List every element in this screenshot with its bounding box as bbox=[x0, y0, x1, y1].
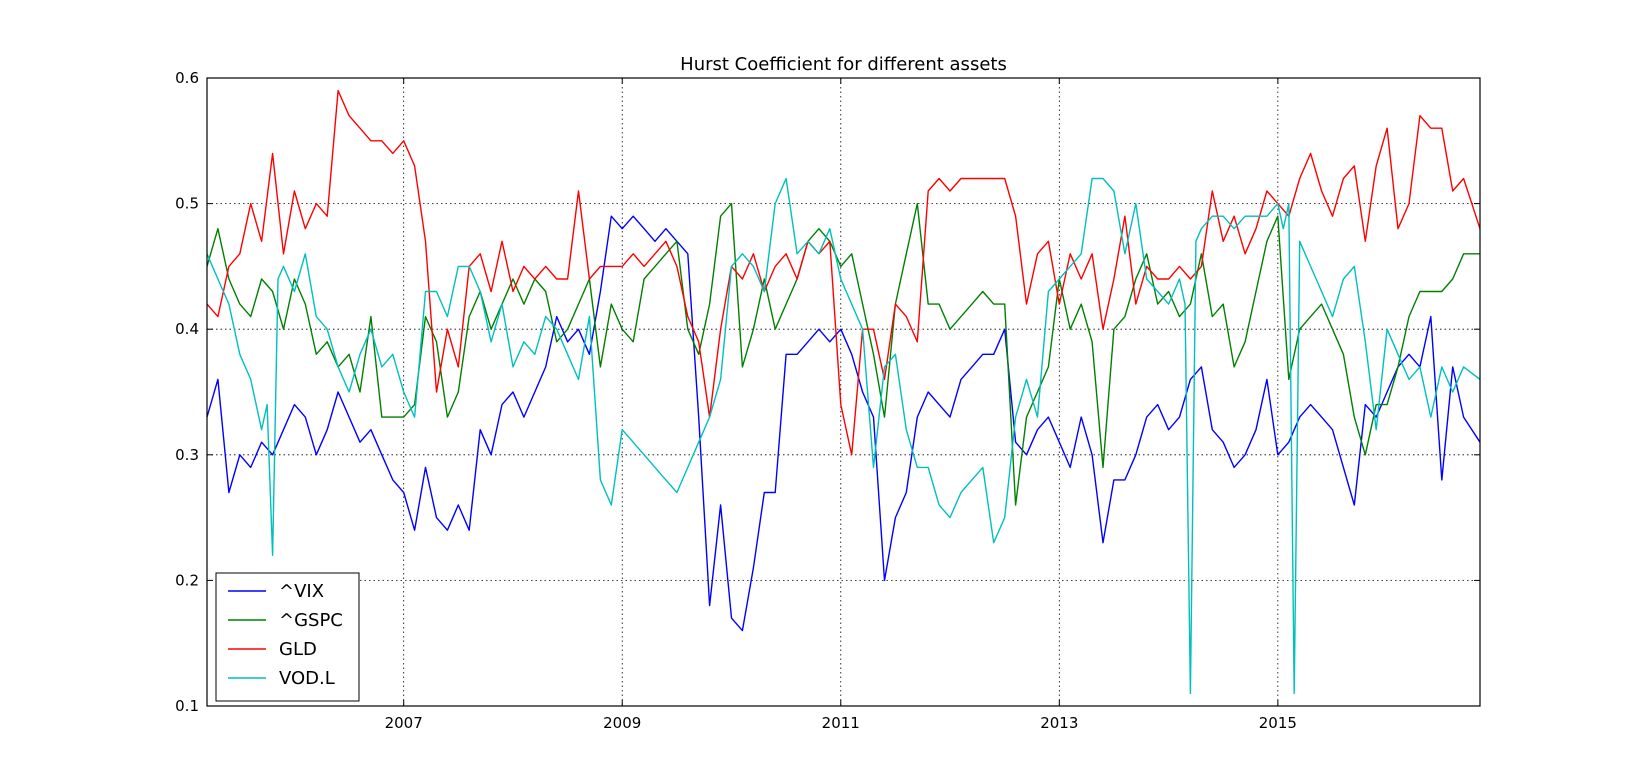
grid-layer bbox=[207, 78, 1480, 706]
legend: ^VIX ^GSPC GLD VOD.L bbox=[215, 572, 360, 702]
chart-title: Hurst Coefficient for different assets bbox=[680, 54, 1007, 75]
legend-label: ^GSPC bbox=[279, 610, 343, 631]
x-tick-label: 2009 bbox=[603, 714, 641, 732]
y-tick-label: 0.1 bbox=[175, 697, 199, 715]
plot-frame bbox=[206, 77, 1481, 707]
x-tick-label: 2007 bbox=[385, 714, 423, 732]
legend-label: GLD bbox=[279, 639, 317, 660]
series-line-vodl bbox=[207, 177, 1480, 695]
y-tick-label: 0.4 bbox=[175, 320, 199, 338]
series-layer bbox=[207, 89, 1480, 695]
legend-label: ^VIX bbox=[279, 581, 324, 602]
y-tick-label: 0.5 bbox=[175, 195, 199, 213]
y-tick-label: 0.2 bbox=[175, 571, 199, 589]
series-line-vix bbox=[207, 215, 1480, 632]
legend-box bbox=[215, 572, 360, 702]
y-tick-label: 0.6 bbox=[175, 69, 199, 87]
x-tick-label: 2015 bbox=[1259, 714, 1297, 732]
tick-layer: 2007 2009 2011 2013 2015 0.1 0.2 0.3 0.4 0.5 0.6 bbox=[175, 69, 1480, 732]
x-tick-label: 2011 bbox=[822, 714, 860, 732]
y-tick-label: 0.3 bbox=[175, 446, 199, 464]
series-line-gld bbox=[207, 89, 1480, 456]
x-tick-label: 2013 bbox=[1040, 714, 1078, 732]
legend-label: VOD.L bbox=[279, 668, 335, 689]
